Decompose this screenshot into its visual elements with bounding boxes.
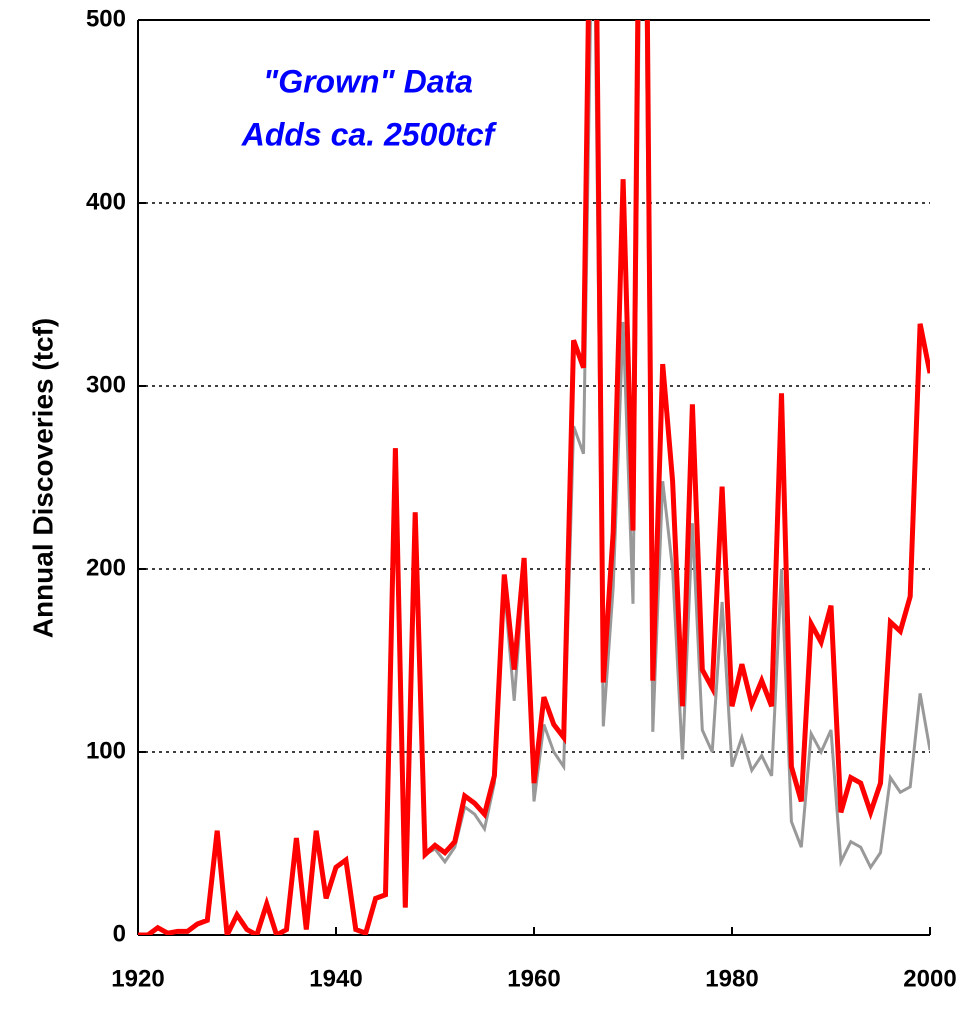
- y-axis-label: Annual Discoveries (tcf): [27, 318, 58, 639]
- y-tick-label: 200: [86, 554, 126, 581]
- x-tick-label: 1960: [507, 965, 560, 992]
- x-tick-label: 2000: [903, 965, 956, 992]
- x-tick-label: 1920: [111, 965, 164, 992]
- x-tick-label: 1980: [705, 965, 758, 992]
- y-tick-label: 100: [86, 737, 126, 764]
- data-line: [138, 20, 930, 935]
- y-tick-label: 400: [86, 188, 126, 215]
- plot-area: [138, 20, 930, 935]
- annotation-line: "Grown" Data: [263, 63, 473, 99]
- y-tick-label: 0: [113, 920, 126, 947]
- x-tick-label: 1940: [309, 965, 362, 992]
- annotation: "Grown" Data Adds ca. 2500tcf: [241, 63, 498, 152]
- y-tick-label: 300: [86, 371, 126, 398]
- annotation-line: Adds ca. 2500tcf: [241, 116, 498, 152]
- y-tick-label: 500: [86, 5, 126, 32]
